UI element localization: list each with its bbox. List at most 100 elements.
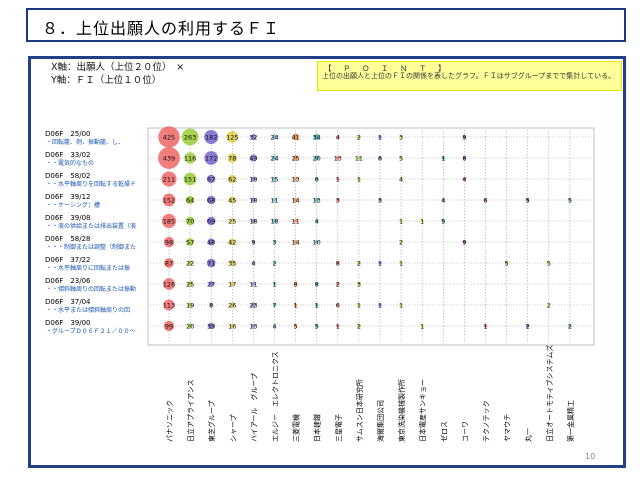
column-label: 丸一: [524, 428, 533, 442]
data-label: 78: [228, 154, 236, 162]
column-label: 日立アプライアンス: [186, 379, 195, 442]
data-label: 48: [207, 238, 215, 246]
data-bubble: [292, 133, 299, 141]
data-bubble: [204, 129, 219, 145]
data-label: 1: [441, 154, 445, 162]
data-label: 2: [357, 259, 361, 267]
data-bubble: [294, 282, 298, 286]
row-label-desc: ・・電気的なもの: [46, 159, 94, 167]
data-label: 45: [228, 196, 236, 204]
data-label: 1: [399, 217, 403, 225]
data-label: 113: [163, 301, 175, 309]
point-body: 上位の出願人と上位のＦＩの関係を表したグラフ。ＦＩはサブグループまでで集計してい…: [322, 72, 616, 80]
data-label: 8: [462, 154, 466, 162]
data-bubble: [206, 258, 216, 268]
data-bubble: [378, 135, 382, 139]
column-label: 東京洗染機械製作所: [397, 379, 406, 442]
data-label: 69: [207, 217, 215, 225]
data-bubble: [315, 303, 319, 307]
data-label: 1: [357, 301, 361, 309]
data-label: 6: [336, 301, 340, 309]
data-bubble: [293, 219, 298, 223]
data-bubble: [547, 261, 551, 265]
data-bubble: [181, 128, 199, 146]
data-label: 8: [315, 280, 319, 288]
data-bubble: [526, 198, 530, 202]
data-label: 6: [483, 196, 487, 204]
data-bubble: [161, 213, 177, 229]
column-label: エルジー エレクトロニクス: [272, 351, 280, 442]
row-label-code: D06F 39/00: [45, 319, 91, 327]
data-bubble: [357, 324, 361, 328]
row-label-code: D06F 25/00: [45, 130, 91, 138]
data-label: 1: [357, 175, 361, 183]
data-label: 4: [315, 217, 319, 225]
data-bubble: [336, 177, 340, 181]
data-bubble: [462, 156, 466, 160]
data-label: 9: [462, 133, 466, 141]
data-bubble: [441, 198, 445, 202]
data-label: 9: [251, 238, 255, 246]
data-label: 13: [334, 154, 342, 162]
column-label: 日本電産サンキョー: [418, 379, 427, 442]
data-label: 4: [336, 133, 340, 141]
data-label: 14: [291, 196, 299, 204]
data-bubble: [163, 299, 175, 311]
data-bubble: [185, 216, 195, 226]
data-label: 5: [568, 196, 572, 204]
point-callout: 【 Ｐ Ｏ Ｉ Ｎ Ｔ 】 上位の出願人と上位のＦＩの関係を表したグラフ。ＦＩは…: [317, 61, 622, 91]
data-bubble: [314, 155, 320, 161]
data-label: 4: [399, 175, 403, 183]
data-label: 41: [291, 133, 299, 141]
column-label: ゼロス: [439, 421, 448, 442]
column-label: コーワ: [461, 421, 469, 442]
data-label: 15: [270, 175, 278, 183]
data-label: 2: [272, 259, 276, 267]
data-bubble: [335, 156, 340, 160]
data-label: 18: [270, 217, 278, 225]
data-label: 26: [228, 301, 236, 309]
x-axis-note: X軸：出願人（上位２０位） ×: [51, 62, 185, 73]
data-bubble: [462, 177, 466, 181]
data-label: 185: [163, 217, 175, 225]
data-label: 5: [399, 154, 403, 162]
data-label: 2: [526, 322, 530, 330]
data-bubble: [251, 197, 256, 203]
row-label-code: D06F 58/02: [45, 172, 91, 180]
data-label: 4: [251, 259, 255, 267]
data-bubble: [229, 259, 236, 267]
data-label: 3: [357, 280, 361, 288]
data-bubble: [294, 303, 298, 307]
data-label: 57: [186, 238, 194, 246]
data-bubble: [336, 198, 340, 202]
data-bubble: [164, 258, 174, 268]
data-label: 126: [163, 280, 175, 288]
column-label: 第一金属精工: [566, 400, 575, 442]
data-label: 116: [184, 154, 196, 162]
data-bubble: [272, 240, 277, 244]
data-label: 211: [163, 175, 175, 183]
data-label: 24: [270, 154, 278, 162]
data-bubble: [462, 135, 466, 139]
data-bubble: [399, 261, 403, 265]
column-label: 三星電子: [335, 414, 343, 442]
data-label: 27: [207, 280, 215, 288]
row-label-desc: ・・傾斜軸周りの回転または振動: [46, 285, 136, 293]
data-label: 5: [441, 217, 445, 225]
data-bubble: [378, 156, 382, 160]
data-label: 425: [163, 133, 175, 141]
data-bubble: [357, 261, 361, 265]
data-label: 23: [249, 301, 257, 309]
column-label: シャープ: [229, 414, 237, 442]
data-label: 11: [270, 196, 278, 204]
row-label-desc: ・グループＤ０６Ｆ２１／００～: [46, 327, 136, 335]
data-bubble: [357, 135, 361, 139]
data-bubble: [336, 282, 340, 286]
data-label: 3: [272, 238, 276, 246]
data-label: 8: [336, 259, 340, 267]
data-label: 39: [207, 322, 215, 330]
data-bubble: [294, 324, 298, 328]
data-label: 439: [163, 154, 175, 162]
data-bubble: [357, 282, 361, 286]
